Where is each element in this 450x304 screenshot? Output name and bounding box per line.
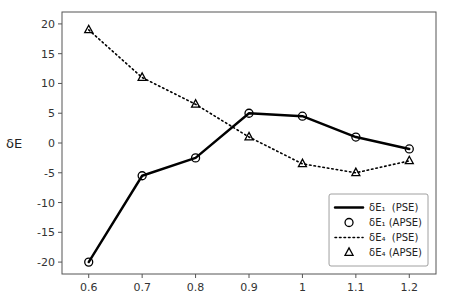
series-line: [89, 30, 410, 173]
series-marker: [405, 145, 413, 153]
y-tick: [58, 143, 62, 144]
legend-handle: [335, 206, 363, 208]
legend-label: δE₄ (APSE): [369, 247, 422, 258]
legend-handle: [345, 219, 353, 227]
x-tick-label: 1.2: [401, 281, 419, 294]
series-marker: [245, 132, 253, 139]
plot-frame: [62, 12, 436, 274]
y-tick-label: -10: [37, 197, 55, 210]
y-tick: [58, 53, 62, 54]
y-tick-label: -20: [37, 256, 55, 269]
y-tick: [58, 202, 62, 203]
x-tick: [195, 274, 196, 278]
legend-label: δE₄ (PSE): [369, 232, 418, 243]
y-tick: [58, 172, 62, 173]
legend-handle: [335, 237, 363, 239]
series-marker: [192, 154, 200, 162]
x-tick-label: 0.9: [240, 281, 258, 294]
series-marker: [138, 172, 146, 180]
y-tick: [58, 232, 62, 233]
legend: δE₁ (PSE) δE₁ (APSE) δE₄ (PSE) δE₄ (APSE): [329, 194, 428, 266]
x-tick: [142, 274, 143, 278]
series-marker: [298, 112, 306, 120]
y-tick-label: 15: [41, 48, 55, 61]
chart: 0.6 0.7 0.8 0.9 1 1.1 1.2 -20 -15 -10 -5 0 5 10 15 20 δE…: [0, 0, 450, 304]
series-marker: [138, 73, 146, 80]
y-tick-label: 10: [41, 77, 55, 90]
y-tick-label: -15: [37, 226, 55, 239]
x-tick: [355, 274, 356, 278]
x-tick-label: 0.7: [133, 281, 151, 294]
y-tick-label: -5: [44, 167, 55, 180]
x-tick: [302, 274, 303, 278]
x-tick: [88, 274, 89, 278]
series-marker: [352, 168, 360, 175]
x-tick-label: 1.1: [347, 281, 365, 294]
x-tick: [409, 274, 410, 278]
x-tick-label: 0.6: [80, 281, 98, 294]
series-marker: [85, 25, 93, 32]
legend-handle: [345, 248, 353, 255]
y-tick-label: 20: [41, 18, 55, 31]
legend-box: [329, 194, 428, 266]
series-marker: [405, 156, 413, 163]
series-marker: [192, 100, 200, 107]
y-tick: [58, 113, 62, 114]
series-marker: [298, 159, 306, 166]
legend-label: δE₁ (APSE): [369, 217, 422, 228]
y-tick-label: 5: [48, 107, 55, 120]
y-tick: [58, 262, 62, 263]
y-tick: [58, 83, 62, 84]
series-marker: [85, 258, 93, 266]
series-marker: [352, 133, 360, 141]
y-tick-label: 0: [48, 137, 55, 150]
y-axis-label: δE: [6, 136, 22, 151]
x-tick-label: 0.8: [187, 281, 205, 294]
legend-label: δE₁ (PSE): [369, 202, 418, 213]
x-tick: [249, 274, 250, 278]
x-tick-label: 1: [299, 281, 306, 294]
y-tick: [58, 23, 62, 24]
series-marker: [245, 109, 253, 117]
